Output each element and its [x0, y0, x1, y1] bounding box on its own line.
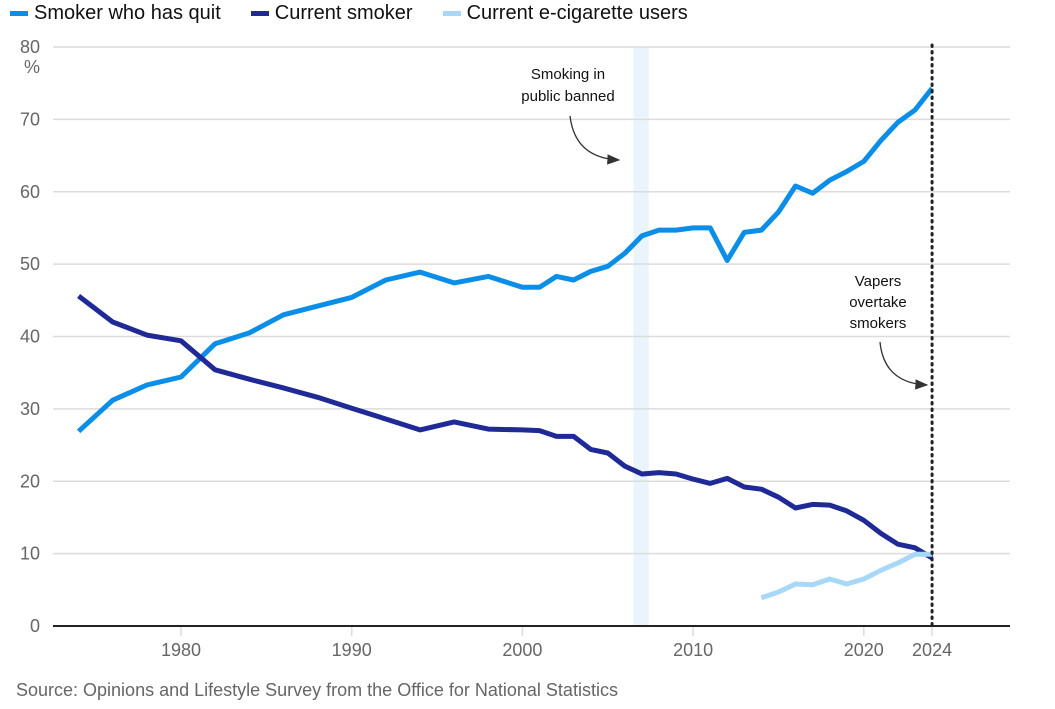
y-tick-label: 50 — [20, 254, 40, 274]
y-tick-label: 10 — [20, 544, 40, 564]
y-tick-label: 40 — [20, 327, 40, 347]
annotation-smoking-ban-text: public banned — [521, 88, 614, 105]
legend-item-ecig: Current e-cigarette users — [442, 2, 688, 25]
legend-label: Current smoker — [274, 2, 413, 24]
x-tick-label: 2000 — [502, 640, 542, 660]
annotation-vapers-arrow — [879, 341, 929, 390]
y-unit-label: % — [24, 57, 40, 77]
series-line-quit — [76, 86, 935, 434]
annotation-vapers-text: smokers — [850, 315, 907, 332]
legend-label: Current e-cigarette users — [466, 2, 688, 24]
series-line-ecig — [760, 551, 933, 601]
x-tick-label: 2020 — [844, 640, 884, 660]
x-tick-label: 2010 — [673, 640, 713, 660]
legend-item-smoker: Current smoker — [250, 2, 413, 25]
x-tick-label: 2024 — [912, 640, 952, 660]
y-tick-label: 0 — [30, 616, 40, 636]
annotation-smoking-ban-text: Smoking in — [531, 66, 605, 83]
x-tick-label: 1980 — [161, 640, 201, 660]
legend: Smoker who has quit Current smoker Curre… — [10, 2, 688, 25]
y-tick-label: 70 — [20, 109, 40, 129]
annotation-vapers-text: Vapers — [855, 273, 901, 290]
annotation-smoking-ban-arrow — [569, 115, 621, 165]
y-tick-label: 30 — [20, 399, 40, 419]
source-note: Source: Opinions and Lifestyle Survey fr… — [16, 680, 618, 700]
legend-label: Smoker who has quit — [34, 2, 221, 24]
x-tick-label: 1990 — [332, 640, 372, 660]
legend-swatch-ecig — [442, 11, 461, 16]
y-tick-label: 20 — [20, 471, 40, 491]
series-line-smoker — [77, 294, 934, 561]
y-tick-label: 80 — [20, 37, 40, 57]
annotation-vapers-text: overtake — [849, 294, 907, 311]
y-tick-label: 60 — [20, 182, 40, 202]
legend-item-quit: Smoker who has quit — [10, 2, 221, 25]
legend-swatch-quit — [10, 11, 28, 16]
legend-swatch-smoker — [250, 11, 269, 16]
